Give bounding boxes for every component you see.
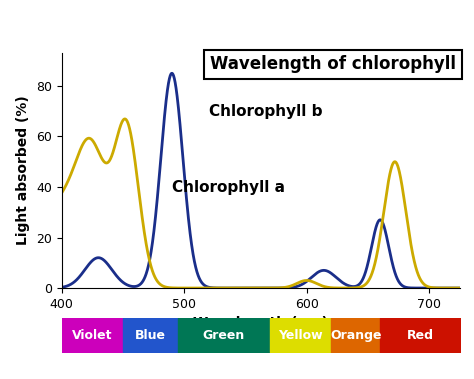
Text: Violet: Violet [72,329,112,342]
Text: Chlorophyll b: Chlorophyll b [209,104,322,119]
Text: Blue: Blue [135,329,166,342]
Text: Green: Green [203,329,245,342]
Text: Wavelength of chlorophyll: Wavelength of chlorophyll [210,55,456,74]
Text: Orange: Orange [330,329,382,342]
X-axis label: Wavelength (nm): Wavelength (nm) [193,316,328,330]
Y-axis label: Light absorbed (%): Light absorbed (%) [16,96,30,246]
Text: Yellow: Yellow [278,329,323,342]
Text: Chlorophyll a: Chlorophyll a [172,180,285,195]
Text: Red: Red [407,329,433,342]
